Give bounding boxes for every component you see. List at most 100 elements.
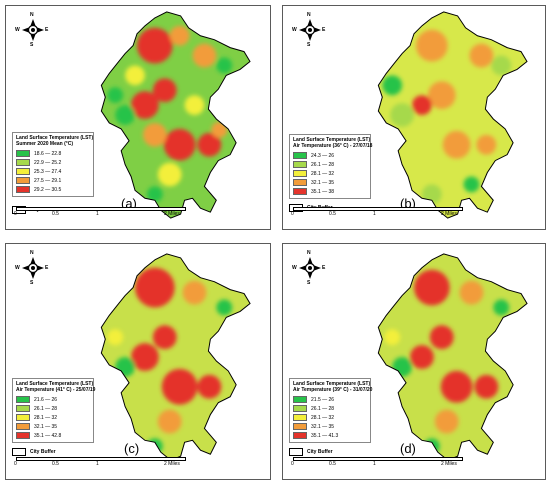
buffer-swatch — [289, 448, 303, 456]
north-arrow-icon: N W E S — [291, 12, 327, 48]
map-panel-a: N W E S Land Surface Temperature (LST) S… — [5, 5, 271, 230]
compass-s: S — [30, 42, 34, 48]
legend-class: 28.1 — 32 — [293, 169, 367, 178]
legend-label: 27.5 — 29.1 — [34, 177, 62, 184]
compass-w: W — [15, 265, 20, 271]
city-buffer-legend: City Buffer — [289, 448, 333, 456]
city-buffer-legend: City Buffer — [12, 448, 56, 456]
legend-swatch — [293, 432, 307, 439]
buffer-swatch — [12, 448, 26, 456]
legend-label: 35.1 — 38 — [311, 188, 335, 195]
legend-swatch — [16, 405, 30, 412]
legend-label: 26.1 — 28 — [311, 405, 335, 412]
legend-swatch — [16, 432, 30, 439]
scale-tick: 2 Miles — [164, 211, 180, 217]
legend-label: 32.1 — 35 — [311, 179, 335, 186]
map-legend: Land Surface Temperature (LST) Air Tempe… — [289, 134, 373, 199]
legend-swatch — [16, 168, 30, 175]
buffer-label: City Buffer — [307, 449, 333, 455]
legend-swatch — [16, 150, 30, 157]
legend-label: 22.9 — 25.2 — [34, 159, 62, 166]
legend-swatch — [293, 170, 307, 177]
legend-title: Land Surface Temperature (LST) — [16, 135, 94, 141]
panel-label: (c) — [124, 441, 140, 456]
legend-class: 28.1 — 32 — [293, 413, 367, 422]
north-arrow-icon: N W E S — [291, 250, 327, 286]
legend-swatch — [293, 405, 307, 412]
legend-label: 21.6 — 26 — [34, 396, 58, 403]
scale-tick: 1 — [373, 211, 376, 217]
legend-class: 24.3 — 26 — [293, 151, 367, 160]
legend-label: 28.1 — 32 — [311, 170, 335, 177]
legend-label: 21.5 — 26 — [311, 396, 335, 403]
map-panel-d: N W E S Land Surface Temperature (LST) A… — [282, 243, 546, 480]
legend-label: 26.1 — 28 — [311, 161, 335, 168]
scale-tick: 0 — [291, 461, 294, 467]
legend-subtitle: Air Temperature (36° C) - 27/07/18 — [293, 143, 373, 149]
legend-class: 18.6 — 22.8 — [16, 149, 90, 158]
legend-class: 21.5 — 26 — [293, 395, 367, 404]
legend-class: 29.2 — 30.5 — [16, 185, 90, 194]
legend-class: 35.1 — 42.8 — [16, 431, 90, 440]
legend-subtitle: Air Temperature (41° C) - 25/07/19 — [16, 387, 96, 393]
compass-w: W — [292, 27, 297, 33]
legend-class: 35.1 — 41.3 — [293, 431, 367, 440]
legend-label: 35.1 — 42.8 — [34, 432, 62, 439]
legend-swatch — [16, 186, 30, 193]
north-arrow-icon: N W E S — [14, 12, 50, 48]
scale-tick: 1 — [96, 211, 99, 217]
scale-tick: 0 — [14, 211, 17, 217]
legend-label: 32.1 — 35 — [311, 423, 335, 430]
legend-swatch — [16, 414, 30, 421]
legend-swatch — [293, 414, 307, 421]
legend-label: 29.2 — 30.5 — [34, 186, 62, 193]
legend-class: 26.1 — 28 — [16, 404, 90, 413]
scale-tick: 2 Miles — [441, 461, 457, 467]
compass-w: W — [15, 27, 20, 33]
legend-label: 28.1 — 32 — [34, 414, 58, 421]
legend-label: 32.1 — 35 — [34, 423, 58, 430]
north-arrow-icon: N W E S — [14, 250, 50, 286]
scale-tick: 1 — [96, 461, 99, 467]
scale-bar: 0 0.5 1 2 Miles — [291, 207, 471, 223]
legend-title: Land Surface Temperature (LST) — [16, 381, 94, 387]
legend-subtitle: Summer 2020 Mean (°C) — [16, 141, 74, 147]
legend-title: Land Surface Temperature (LST) — [293, 381, 371, 387]
compass-e: E — [322, 27, 326, 33]
legend-label: 24.3 — 26 — [311, 152, 335, 159]
legend-swatch — [16, 177, 30, 184]
legend-label: 28.1 — 32 — [311, 414, 335, 421]
compass-n: N — [30, 12, 34, 18]
scale-bar: 0 0.5 1 2 Miles — [14, 457, 194, 473]
legend-class: 26.1 — 28 — [293, 160, 367, 169]
legend-swatch — [293, 396, 307, 403]
legend-class: 28.1 — 32 — [16, 413, 90, 422]
legend-class: 32.1 — 35 — [293, 178, 367, 187]
legend-class: 25.3 — 27.4 — [16, 167, 90, 176]
scale-tick: 1 — [373, 461, 376, 467]
scale-tick: 2 Miles — [441, 211, 457, 217]
legend-swatch — [293, 152, 307, 159]
compass-e: E — [45, 27, 49, 33]
legend-subtitle: Air Temperature (39° C) - 31/07/20 — [293, 387, 373, 393]
legend-swatch — [293, 179, 307, 186]
legend-swatch — [293, 161, 307, 168]
compass-s: S — [307, 42, 311, 48]
legend-title: Land Surface Temperature (LST) — [293, 137, 371, 143]
legend-class: 32.1 — 35 — [16, 422, 90, 431]
compass-e: E — [45, 265, 49, 271]
legend-swatch — [293, 423, 307, 430]
legend-label: 26.1 — 28 — [34, 405, 58, 412]
legend-class: 32.1 — 35 — [293, 422, 367, 431]
panel-label: (d) — [400, 441, 416, 456]
map-panel-b: N W E S Land Surface Temperature (LST) A… — [282, 5, 546, 230]
scale-tick: 0.5 — [52, 211, 59, 217]
compass-e: E — [322, 265, 326, 271]
scale-tick: 2 Miles — [164, 461, 180, 467]
legend-label: 18.6 — 22.8 — [34, 150, 62, 157]
scale-tick: 0.5 — [52, 461, 59, 467]
compass-n: N — [307, 12, 311, 18]
legend-swatch — [16, 159, 30, 166]
map-panel-c: N W E S Land Surface Temperature (LST) A… — [5, 243, 271, 480]
compass-s: S — [307, 280, 311, 286]
